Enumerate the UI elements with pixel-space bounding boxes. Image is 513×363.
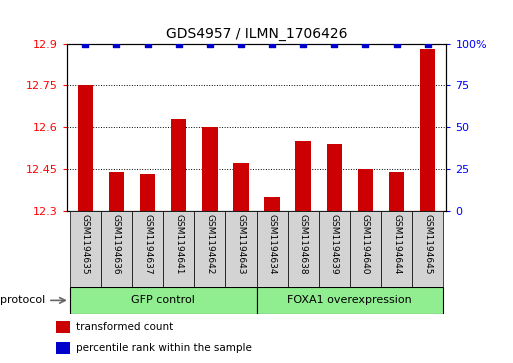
Point xyxy=(144,41,152,46)
Bar xyxy=(140,174,155,211)
Bar xyxy=(101,211,132,287)
Bar xyxy=(256,287,443,314)
Bar xyxy=(225,211,256,287)
Bar xyxy=(319,211,350,287)
Bar xyxy=(77,85,93,211)
Bar xyxy=(56,321,70,333)
Bar xyxy=(194,211,225,287)
Bar xyxy=(288,211,319,287)
Text: transformed count: transformed count xyxy=(76,322,173,332)
Bar xyxy=(233,163,249,211)
Point xyxy=(237,41,245,46)
Text: GSM1194642: GSM1194642 xyxy=(205,214,214,275)
Point xyxy=(112,41,121,46)
Text: GSM1194636: GSM1194636 xyxy=(112,214,121,275)
Bar xyxy=(381,211,412,287)
Bar xyxy=(256,211,288,287)
Point xyxy=(206,41,214,46)
Text: protocol: protocol xyxy=(0,295,45,305)
Text: GSM1194635: GSM1194635 xyxy=(81,214,90,275)
Point xyxy=(81,41,89,46)
Bar xyxy=(132,211,163,287)
Point xyxy=(174,41,183,46)
Text: GFP control: GFP control xyxy=(131,295,195,305)
Bar xyxy=(163,211,194,287)
Text: GSM1194637: GSM1194637 xyxy=(143,214,152,275)
Text: GSM1194640: GSM1194640 xyxy=(361,214,370,275)
Bar xyxy=(358,169,373,211)
Text: GSM1194639: GSM1194639 xyxy=(330,214,339,275)
Bar xyxy=(171,119,187,211)
Text: GSM1194634: GSM1194634 xyxy=(268,214,277,275)
Bar xyxy=(350,211,381,287)
Point xyxy=(392,41,401,46)
Bar xyxy=(56,342,70,354)
Point xyxy=(424,41,432,46)
Bar xyxy=(389,172,404,211)
Point xyxy=(330,41,339,46)
Bar xyxy=(70,211,101,287)
Point xyxy=(299,41,307,46)
Bar xyxy=(70,287,256,314)
Bar xyxy=(264,197,280,211)
Bar xyxy=(420,49,436,211)
Bar xyxy=(109,172,124,211)
Text: GSM1194638: GSM1194638 xyxy=(299,214,308,275)
Bar xyxy=(412,211,443,287)
Text: GSM1194641: GSM1194641 xyxy=(174,214,183,275)
Text: GSM1194643: GSM1194643 xyxy=(236,214,245,275)
Text: GSM1194644: GSM1194644 xyxy=(392,214,401,275)
Bar xyxy=(326,144,342,211)
Text: GSM1194645: GSM1194645 xyxy=(423,214,432,275)
Text: FOXA1 overexpression: FOXA1 overexpression xyxy=(287,295,412,305)
Bar xyxy=(295,141,311,211)
Bar xyxy=(202,127,218,211)
Title: GDS4957 / ILMN_1706426: GDS4957 / ILMN_1706426 xyxy=(166,27,347,41)
Point xyxy=(361,41,369,46)
Text: percentile rank within the sample: percentile rank within the sample xyxy=(76,343,252,353)
Point xyxy=(268,41,276,46)
